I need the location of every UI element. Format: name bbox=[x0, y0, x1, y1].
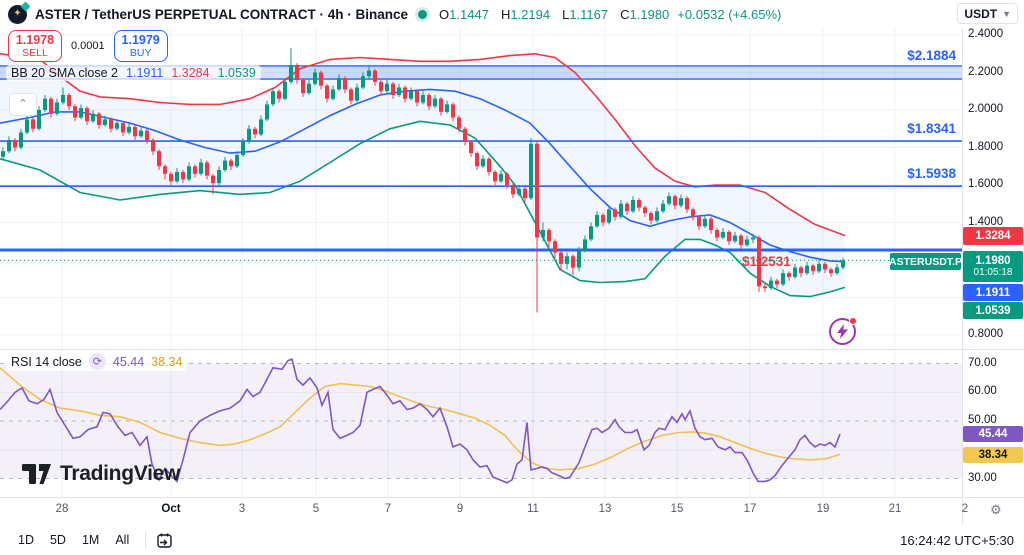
rsi-ma-line bbox=[0, 367, 841, 471]
time-axis-separator bbox=[0, 497, 1024, 498]
time-axis-tick[interactable]: 13 bbox=[598, 503, 612, 515]
rsi-indicator-legend[interactable]: RSI 14 close ⟳ 45.44 38.34 bbox=[6, 352, 188, 371]
ohlc-close: C1.1980 bbox=[620, 6, 670, 22]
time-axis-tick[interactable]: 2 bbox=[961, 503, 969, 515]
time-axis-tick[interactable]: 7 bbox=[384, 503, 392, 515]
ohlc-low: L1.1167 bbox=[562, 6, 609, 22]
time-axis-tick[interactable]: 19 bbox=[816, 503, 830, 515]
symbol-price-tag[interactable]: ASTERUSDT.P bbox=[889, 253, 962, 270]
currency-select[interactable]: USDT ▼ bbox=[957, 3, 1018, 24]
zone-label: $2.1884 bbox=[907, 48, 956, 63]
time-axis-tick[interactable]: 28 bbox=[55, 503, 69, 515]
price-level-label: $1.2531 bbox=[742, 254, 791, 269]
clock-timezone[interactable]: 16:24:42 UTC+5:30 bbox=[900, 532, 1014, 548]
price-scale-separator[interactable] bbox=[962, 28, 963, 525]
bb-legend-name: BB 20 SMA close 2 bbox=[11, 66, 119, 80]
rsi-axis-tick[interactable]: 30.00 bbox=[968, 471, 997, 484]
range-button-all[interactable]: All bbox=[115, 533, 130, 547]
rsi-value: 45.44 bbox=[112, 354, 145, 369]
time-axis-tick[interactable]: 3 bbox=[238, 503, 246, 515]
rsi-axis-tick[interactable]: 60.00 bbox=[968, 385, 997, 398]
rsi-ma-value: 38.34 bbox=[151, 354, 183, 369]
time-axis-tick[interactable]: 17 bbox=[743, 503, 757, 515]
time-axis-tick[interactable]: 5 bbox=[312, 503, 320, 515]
currency-label: USDT bbox=[964, 6, 998, 21]
bb-fill bbox=[0, 53, 845, 297]
rsi-axis-tick[interactable]: 50.00 bbox=[968, 414, 997, 426]
notification-dot bbox=[849, 317, 857, 325]
ohlc-open: O1.1447 bbox=[439, 6, 489, 22]
bottom-toolbar: 1D 5D 1M All 16:24:42 UTC+5:30 bbox=[0, 525, 1024, 555]
rsi-line bbox=[0, 358, 841, 484]
tradingview-watermark: TradingView bbox=[22, 461, 180, 487]
symbol-logo-icon[interactable]: ✦ bbox=[8, 1, 31, 24]
sell-button[interactable]: 1.1978 SELL bbox=[8, 30, 62, 62]
price-level-label: $1.8341 bbox=[907, 121, 956, 136]
bb-lower-line bbox=[0, 120, 846, 298]
axis-settings-gear-icon[interactable]: ⚙ bbox=[990, 502, 1002, 517]
candles bbox=[1, 48, 845, 313]
bb-lower-value: 1.0539 bbox=[217, 66, 256, 80]
time-axis-tick[interactable]: 21 bbox=[888, 503, 902, 515]
price-axis-tick[interactable]: 2.2000 bbox=[968, 65, 1004, 78]
events-lightning-icon[interactable] bbox=[829, 317, 857, 345]
bb-basis-line bbox=[0, 88, 846, 263]
bb-indicator-legend[interactable]: BB 20 SMA close 2 1.1911 1.3284 1.0539 bbox=[6, 65, 261, 81]
market-status-icon[interactable] bbox=[418, 9, 428, 19]
time-axis-tick[interactable]: 15 bbox=[670, 503, 684, 515]
collapse-pane-button[interactable]: ⌃ bbox=[9, 93, 37, 116]
bb-basis-value: 1.1911 bbox=[126, 66, 164, 80]
price-axis-tick[interactable]: 2.4000 bbox=[968, 28, 1004, 40]
spread-value: 0.0001 bbox=[71, 40, 105, 52]
chevron-down-icon: ▼ bbox=[1002, 8, 1011, 19]
price-axis-tick[interactable]: 1.6000 bbox=[968, 178, 1004, 190]
price-badge[interactable]: 1.1980 01:05:18 bbox=[963, 251, 1023, 282]
pane-separator[interactable] bbox=[0, 349, 1024, 350]
price-change: +0.0532 (+4.65%) bbox=[677, 6, 782, 22]
range-button-1d[interactable]: 1D bbox=[18, 533, 34, 547]
gridlines bbox=[0, 28, 962, 497]
buy-button[interactable]: 1.1979 BUY bbox=[113, 30, 168, 62]
price-axis-tick[interactable]: 0.8000 bbox=[968, 328, 1004, 340]
price-axis-tick[interactable]: 2.0000 bbox=[968, 103, 1004, 115]
bb-upper-value: 1.3284 bbox=[171, 66, 210, 80]
price-level-label: $1.5938 bbox=[907, 166, 956, 181]
toolbar-divider bbox=[145, 532, 147, 548]
time-axis-tick[interactable]: Oct bbox=[161, 503, 181, 515]
price-badge[interactable]: 1.0539 bbox=[963, 302, 1023, 319]
price-badge[interactable]: 38.34 bbox=[963, 447, 1023, 463]
range-button-1m[interactable]: 1M bbox=[81, 533, 100, 547]
chart-header: ✦ ASTER / TetherUS PERPETUAL CONTRACT · … bbox=[0, 0, 1024, 28]
price-badge[interactable]: 1.1911 bbox=[963, 284, 1023, 301]
refresh-icon[interactable]: ⟳ bbox=[88, 353, 106, 370]
symbol-title[interactable]: ASTER / TetherUS PERPETUAL CONTRACT · 4h… bbox=[35, 6, 409, 22]
trade-widget: 1.1978 SELL 0.0001 1.1979 BUY bbox=[8, 30, 168, 62]
range-button-5d[interactable]: 5D bbox=[49, 533, 66, 547]
price-badge[interactable]: 45.44 bbox=[963, 426, 1023, 442]
price-badge[interactable]: 1.3284 bbox=[963, 227, 1023, 245]
rsi-axis-tick[interactable]: 70.00 bbox=[968, 356, 997, 369]
rsi-legend-name: RSI 14 close bbox=[11, 354, 82, 369]
tradingview-logo-icon bbox=[22, 464, 51, 484]
go-to-date-icon[interactable] bbox=[156, 532, 173, 549]
time-axis-tick[interactable]: 11 bbox=[527, 503, 539, 515]
ohlc-high: H1.2194 bbox=[500, 6, 551, 22]
price-axis-tick[interactable]: 1.4000 bbox=[968, 215, 1004, 228]
price-axis-tick[interactable]: 1.8000 bbox=[968, 140, 1004, 153]
time-axis-tick[interactable]: 9 bbox=[456, 503, 464, 515]
tradingview-wordmark: TradingView bbox=[60, 462, 181, 485]
